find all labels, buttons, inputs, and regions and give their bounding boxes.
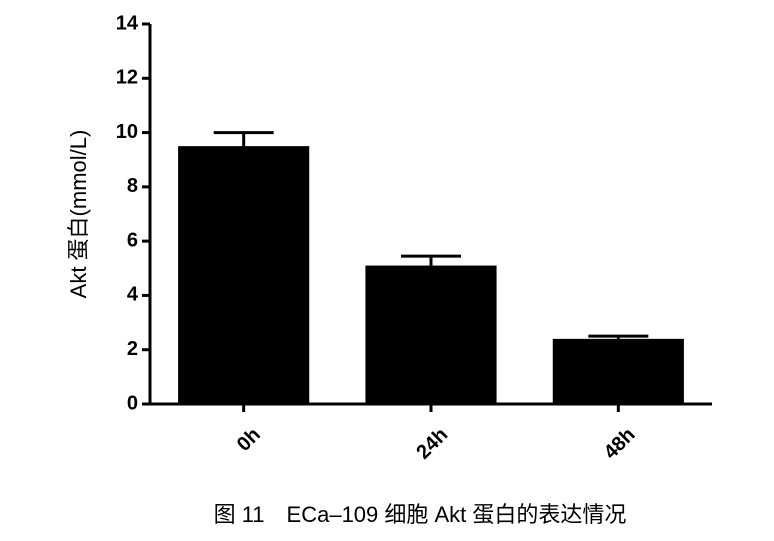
bar <box>552 338 684 404</box>
y-tick-label: 6 <box>127 229 138 251</box>
y-tick-label: 8 <box>127 175 138 197</box>
y-axis-label: Akt 蛋白(mmol/L) <box>66 130 91 299</box>
y-tick-label: 2 <box>127 338 138 360</box>
x-tick-label: 24h <box>412 424 452 464</box>
x-tick-label: 48h <box>600 424 640 464</box>
y-tick-label: 4 <box>127 284 139 306</box>
y-tick-label: 0 <box>127 392 138 414</box>
bar <box>178 146 310 404</box>
y-tick-label: 12 <box>116 67 138 89</box>
x-tick-label: 0h <box>233 424 265 456</box>
y-tick-label: 10 <box>116 121 138 143</box>
caption: 图 11 ECa–109 细胞 Akt 蛋白的表达情况 <box>214 502 627 527</box>
bar <box>365 265 497 404</box>
y-tick-label: 14 <box>116 12 139 34</box>
